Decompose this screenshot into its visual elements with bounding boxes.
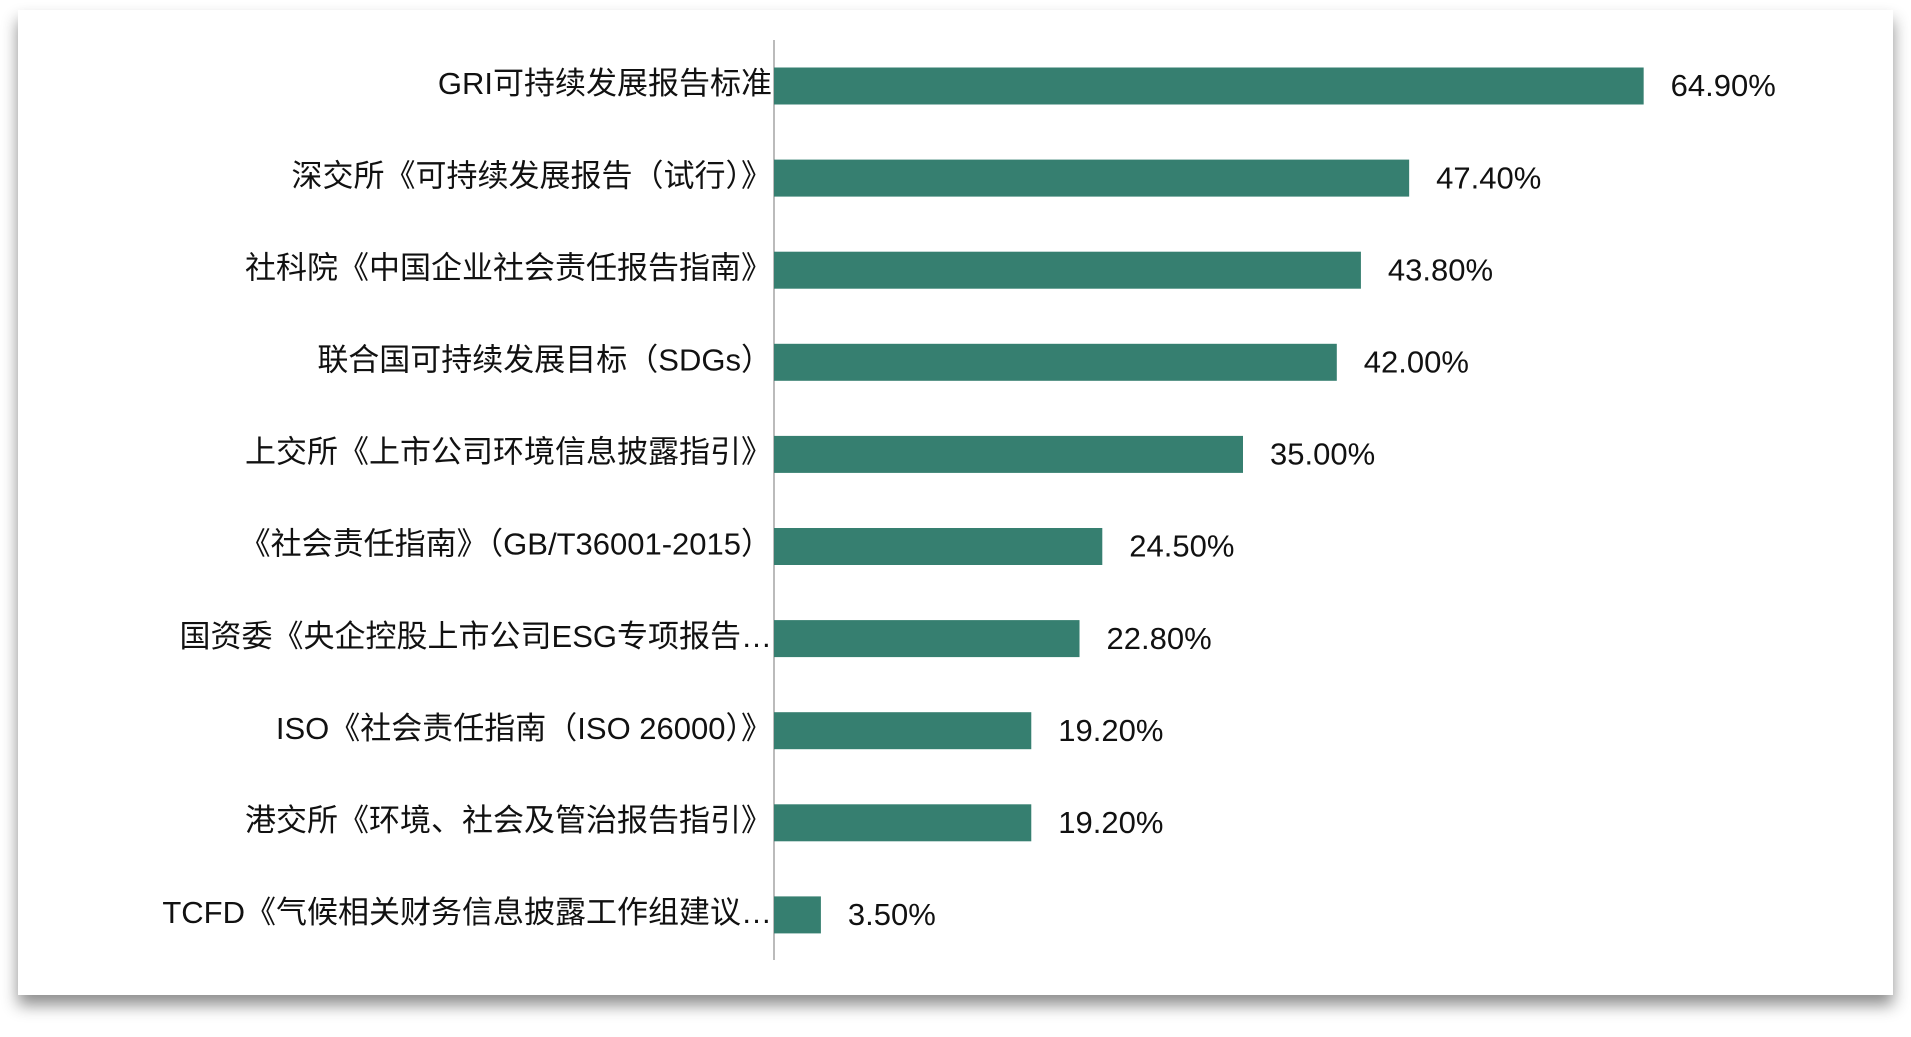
- bar: [774, 528, 1103, 565]
- value-label: 24.50%: [1129, 529, 1234, 564]
- category-label: ISO《社会责任指南（ISO 26000）》: [276, 711, 772, 746]
- bar: [774, 896, 821, 934]
- bar: [774, 251, 1361, 289]
- category-label: TCFD《气候相关财务信息披露工作组建议…: [162, 895, 772, 930]
- value-label: 19.20%: [1058, 805, 1163, 840]
- value-label: 3.50%: [848, 897, 936, 932]
- value-label: 64.90%: [1671, 68, 1776, 103]
- category-label: 社科院《中国企业社会责任报告指南》: [245, 250, 772, 285]
- bar: [774, 67, 1644, 105]
- category-label: 港交所《环境、社会及管治报告指引》: [245, 803, 772, 838]
- bar: [774, 804, 1032, 842]
- bar: [774, 343, 1337, 381]
- value-label: 19.20%: [1058, 713, 1163, 748]
- category-label: 联合国可持续发展目标（SDGs）: [317, 342, 772, 377]
- bar: [774, 712, 1032, 750]
- value-label: 42.00%: [1364, 344, 1469, 379]
- category-label: GRI可持续发展报告标准: [438, 66, 772, 101]
- bar: [774, 159, 1410, 197]
- bar: [774, 435, 1243, 473]
- category-label: 上交所《上市公司环境信息披露指引》: [245, 435, 772, 470]
- category-label: 国资委《央企控股上市公司ESG专项报告…: [180, 619, 772, 654]
- category-label: 《社会责任指南》（GB/T36001-2015）: [240, 527, 772, 562]
- value-label: 22.80%: [1107, 621, 1212, 656]
- value-label: 43.80%: [1388, 252, 1493, 287]
- category-label: 深交所《可持续发展报告（试行）》: [292, 158, 773, 193]
- bar: [774, 620, 1080, 658]
- value-label: 35.00%: [1270, 437, 1375, 472]
- value-label: 47.40%: [1436, 160, 1541, 195]
